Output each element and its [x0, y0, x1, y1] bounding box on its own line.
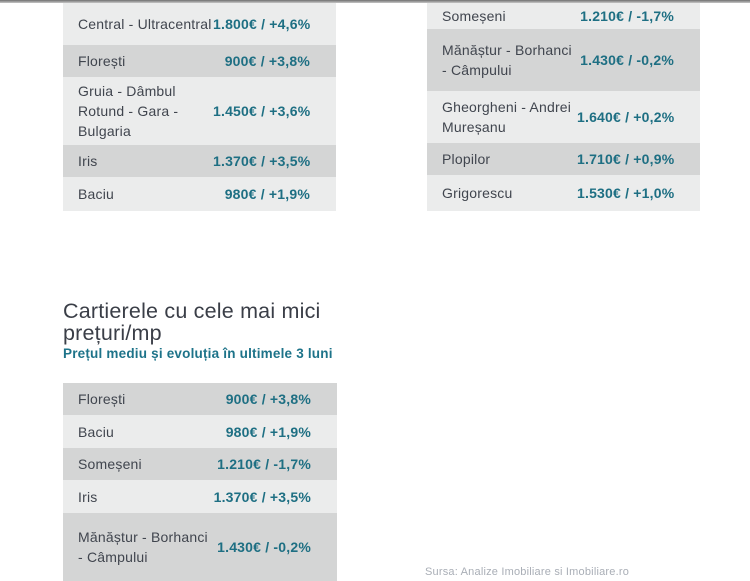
- price-evolution-value: 1.430€ / -0,2%: [580, 52, 674, 68]
- price-evolution-value: 980€ / +1,9%: [225, 423, 311, 440]
- price-evolution-value: 900€ / +3,8%: [224, 53, 310, 69]
- price-evolution-value: 1.640€ / +0,2%: [577, 109, 675, 125]
- price-evolution-value: 1.430€ / -0,2%: [217, 539, 311, 555]
- neighborhood-label: Mănăștur - Borhanci - Câmpului: [78, 529, 208, 565]
- table-row: Grigorescu 1.530€ / +1,0%: [427, 175, 700, 211]
- table-row: Central - Ultracentral 1.800€ / +4,6%: [63, 3, 336, 45]
- price-evolution-value: 1.210€ / -1,7%: [580, 8, 674, 24]
- neighborhood-label: Baciu: [78, 186, 115, 202]
- price-evolution-value: 1.210€ / -1,7%: [217, 456, 311, 472]
- price-evolution-value: 980€ / +1,9%: [224, 186, 310, 202]
- table-row: Baciu 980€ / +1,9%: [63, 177, 336, 211]
- neighborhood-label: Iris: [78, 488, 98, 505]
- table-row: Florești 900€ / +3,8%: [63, 383, 337, 415]
- table-row: Baciu 980€ / +1,9%: [63, 415, 337, 448]
- price-evolution-value: 1.370€ / +3,5%: [213, 488, 311, 505]
- source-note: Sursa: Analize Imobiliare si Imobiliare.…: [425, 566, 630, 578]
- table-row: Iris 1.370€ / +3,5%: [63, 480, 337, 513]
- neighborhood-label: Grigorescu: [442, 185, 513, 201]
- neighborhood-label: Baciu: [78, 423, 115, 440]
- prices-table-right-column: Someșeni 1.210€ / -1,7% Mănăștur - Borha…: [427, 3, 700, 211]
- section-subtitle: Prețul mediu și evoluția în ultimele 3 l…: [63, 346, 333, 361]
- lowest-prices-table: Florești 900€ / +3,8% Baciu 980€ / +1,9%…: [63, 383, 337, 581]
- neighborhood-label: Central - Ultracentral: [78, 16, 212, 32]
- table-row: Someșeni 1.210€ / -1,7%: [63, 448, 337, 480]
- table-row: Mănăștur - Borhanci - Câmpului 1.430€ / …: [63, 513, 337, 581]
- top-border: [0, 0, 750, 3]
- price-evolution-value: 1.800€ / +4,6%: [213, 16, 311, 32]
- neighborhood-label: Florești: [78, 391, 126, 407]
- price-evolution-value: 1.450€ / +3,6%: [213, 103, 311, 119]
- neighborhood-label: Someșeni: [442, 8, 506, 24]
- table-row: Plopilor 1.710€ / +0,9%: [427, 143, 700, 175]
- table-row: Iris 1.370€ / +3,5%: [63, 145, 336, 177]
- neighborhood-label: Gruia - Dâmbul Rotund - Gara - Bulgaria: [78, 83, 179, 139]
- table-row: Mănăștur - Borhanci - Câmpului 1.430€ / …: [427, 29, 700, 91]
- table-row: Someșeni 1.210€ / -1,7%: [427, 3, 700, 29]
- neighborhood-label: Florești: [78, 53, 126, 69]
- neighborhood-label: Plopilor: [442, 151, 491, 167]
- table-row: Gheorgheni - Andrei Mureșanu 1.640€ / +0…: [427, 91, 700, 143]
- section-title: Cartierele cu cele mai mici prețuri/mp: [63, 299, 321, 345]
- neighborhood-label: Someșeni: [78, 456, 142, 472]
- neighborhood-label: Gheorgheni - Andrei Mureșanu: [442, 99, 572, 135]
- table-row: Gruia - Dâmbul Rotund - Gara - Bulgaria …: [63, 77, 336, 145]
- price-evolution-value: 1.530€ / +1,0%: [577, 185, 675, 201]
- neighborhood-label: Mănăștur - Borhanci - Câmpului: [442, 42, 572, 78]
- price-evolution-value: 1.710€ / +0,9%: [577, 151, 675, 167]
- neighborhood-label: Iris: [78, 153, 98, 169]
- table-row: Florești 900€ / +3,8%: [63, 45, 336, 77]
- prices-table-left-column: Central - Ultracentral 1.800€ / +4,6% Fl…: [63, 3, 336, 211]
- price-evolution-value: 900€ / +3,8%: [225, 391, 311, 407]
- price-evolution-value: 1.370€ / +3,5%: [213, 153, 311, 169]
